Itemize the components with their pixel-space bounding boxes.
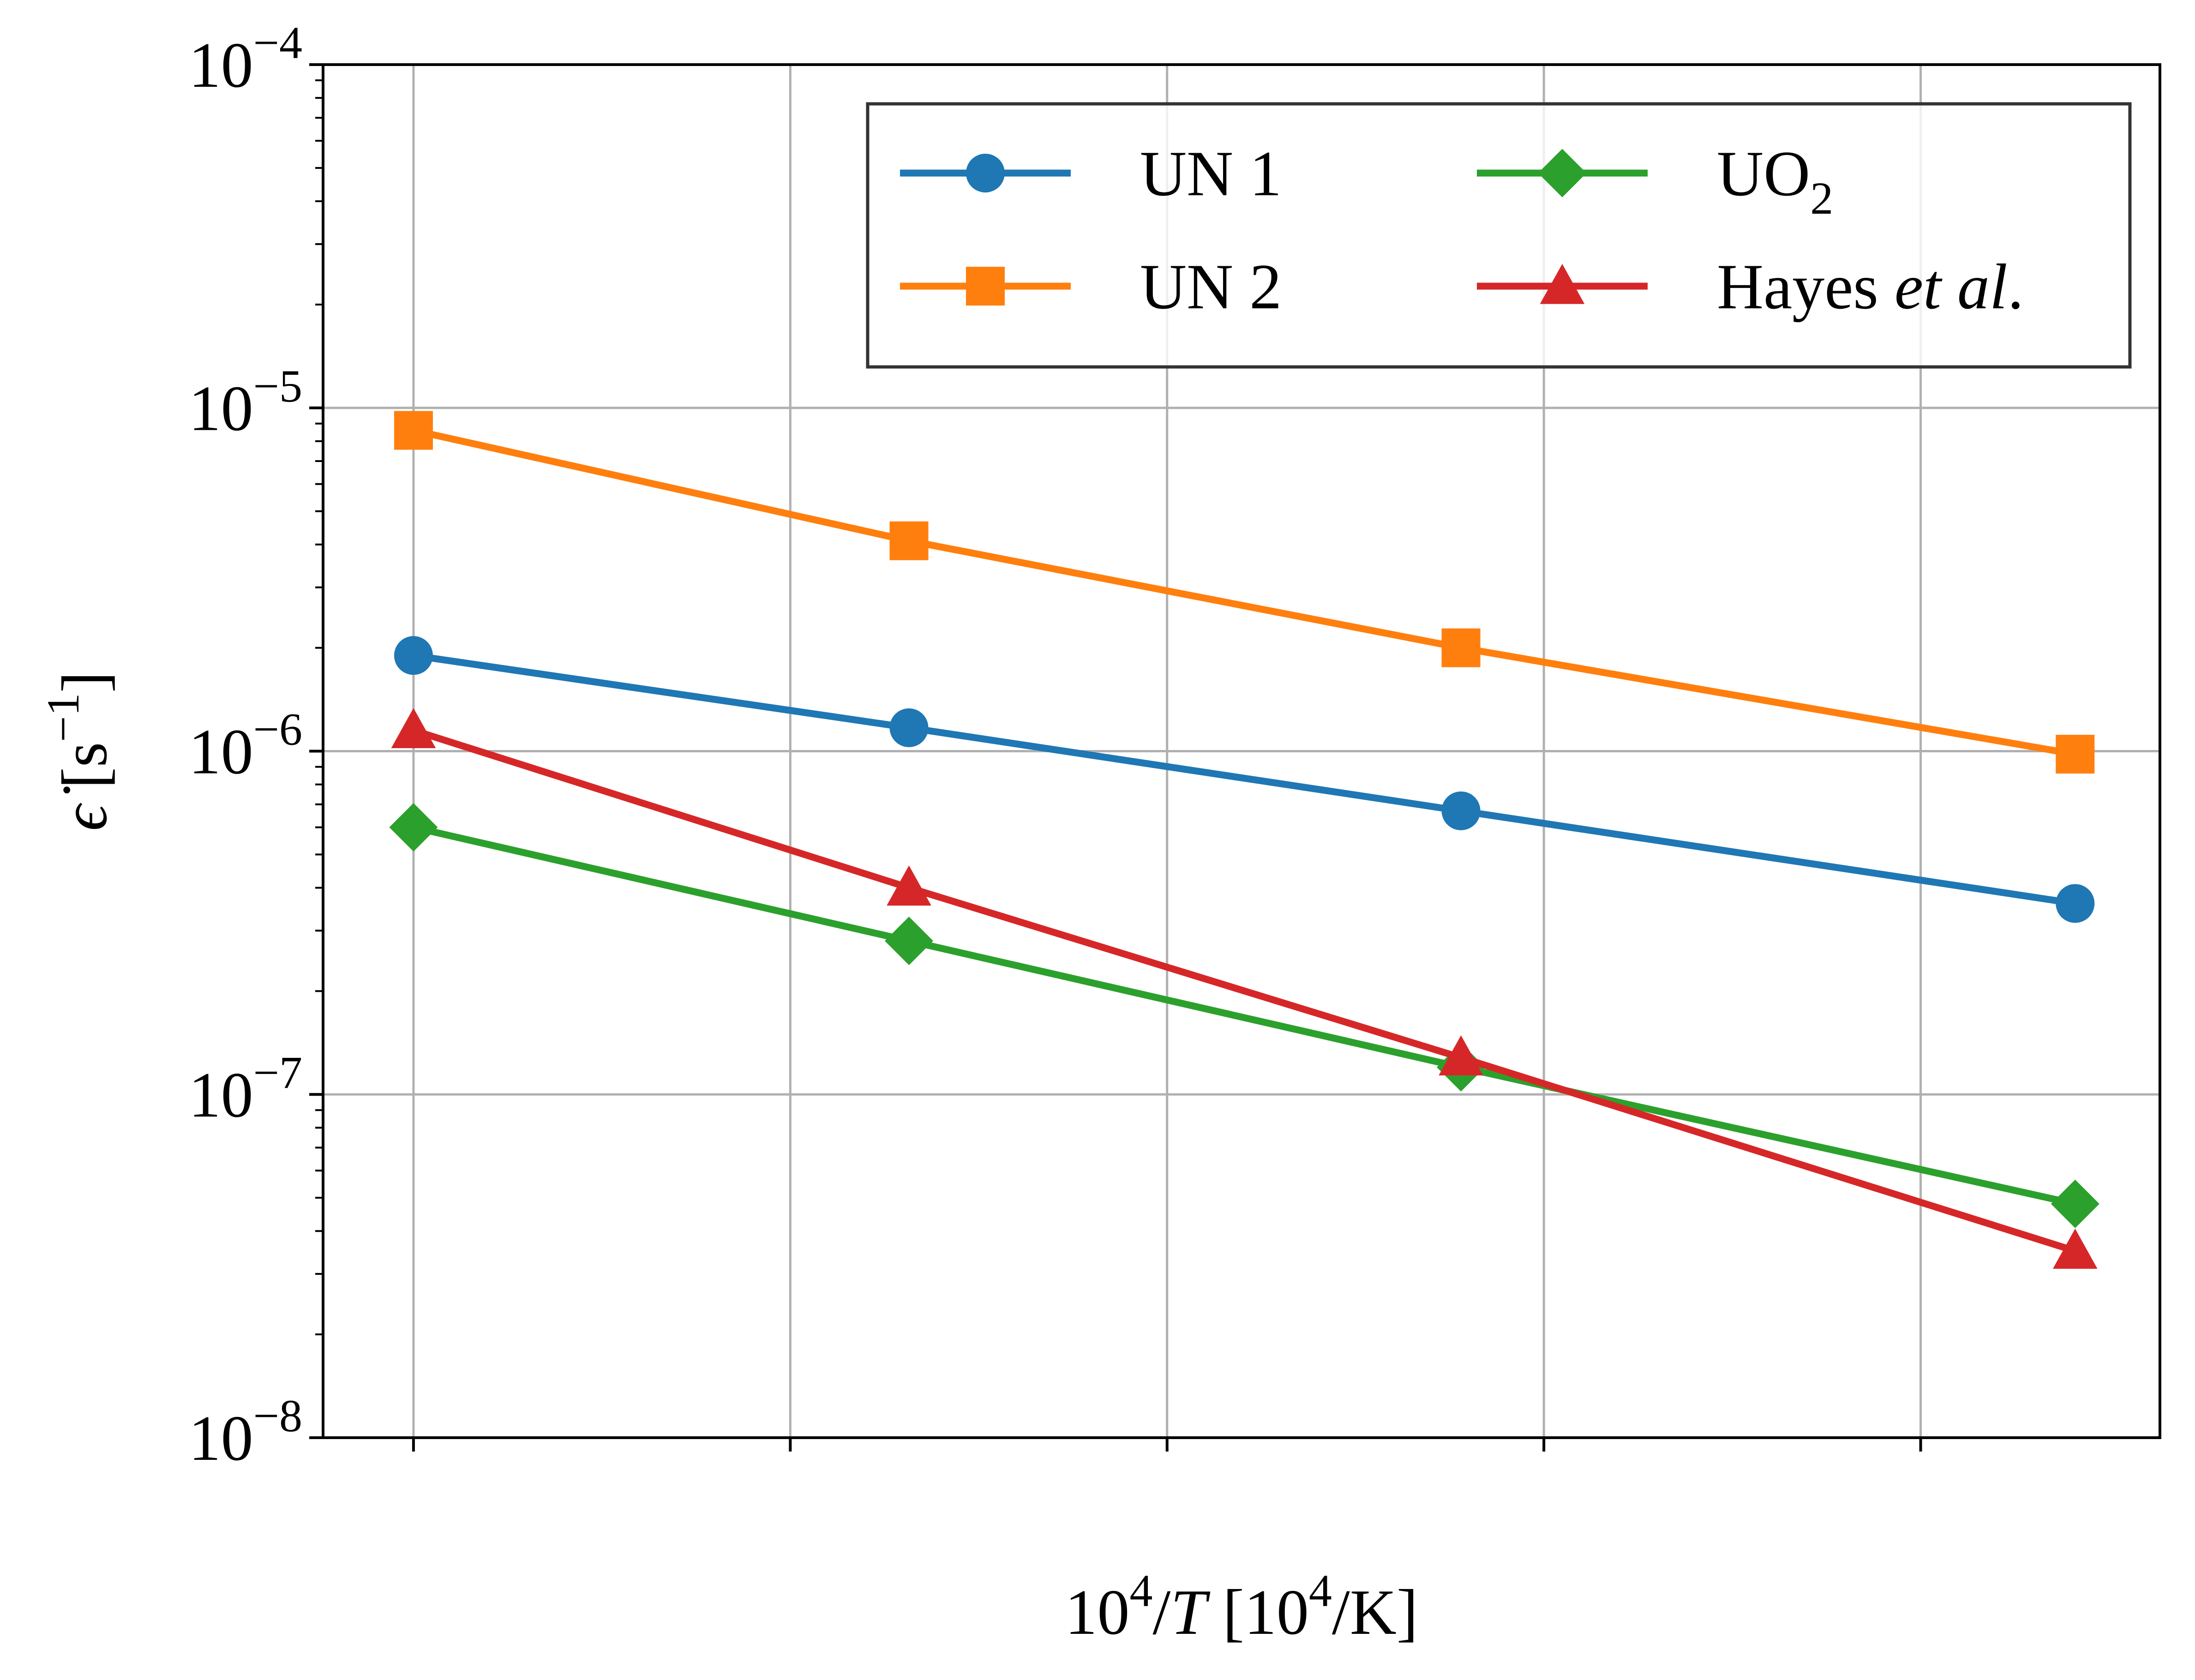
data-point <box>394 636 433 675</box>
y-label-unit-exponent: −1 <box>37 693 89 742</box>
legend-label: Hayes et al. <box>1717 251 2024 323</box>
legend-label: UO2 <box>1717 138 1833 224</box>
series-line <box>413 652 2076 907</box>
data-point <box>391 708 436 748</box>
y-tick-exponent: −6 <box>253 704 302 755</box>
y-tick-label: 10−4 <box>189 17 302 101</box>
x-label-unit-end: /K] <box>1332 1577 1418 1648</box>
legend-marker <box>966 267 1005 306</box>
x-label-exponent: 4 <box>1129 1565 1152 1616</box>
y-tick-base: 10 <box>189 30 253 101</box>
x-label-slash: / <box>1152 1577 1170 1648</box>
legend-box <box>866 102 2132 369</box>
legend-label-part: . <box>2008 251 2024 323</box>
data-point <box>2053 1229 2098 1269</box>
legend-marker <box>1538 149 1587 198</box>
series-layer <box>389 411 2099 1269</box>
y-tick-base: 10 <box>189 1059 253 1131</box>
x-label-unit-exponent: 4 <box>1309 1565 1332 1616</box>
y-tick-exponent: −8 <box>253 1390 302 1441</box>
data-point <box>1439 1035 1483 1076</box>
y-tick-label: 10−6 <box>189 704 302 788</box>
y-axis-label: ϵ̇ [s−1] <box>37 672 120 831</box>
y-tick-base: 10 <box>189 373 253 444</box>
series-diamond <box>389 803 2099 1228</box>
legend-entry: UO2 <box>1477 138 1833 224</box>
data-point <box>887 865 931 906</box>
data-point <box>885 917 934 966</box>
legend-label-part: UN 2 <box>1140 251 1282 323</box>
x-axis-label: 104/T [104/K] <box>1065 1565 1418 1648</box>
data-point <box>1441 791 1481 830</box>
y-tick-exponent: −4 <box>253 17 302 68</box>
legend-label: UN 2 <box>1140 251 1282 323</box>
legend-entry: UN 2 <box>900 251 1282 323</box>
data-point <box>2051 1179 2099 1228</box>
y-label-unit-start: [s <box>49 742 120 805</box>
x-label-variable: T <box>1170 1577 1211 1648</box>
data-point <box>889 521 929 560</box>
legend-label-part: 2 <box>1810 173 1833 224</box>
series-line <box>413 427 2076 758</box>
y-tick-label: 10−7 <box>189 1047 302 1131</box>
y-tick-label: 10−8 <box>189 1390 302 1474</box>
series-line <box>412 727 2076 1254</box>
x-label-base: 10 <box>1065 1577 1129 1648</box>
y-tick-exponent: −5 <box>253 360 302 412</box>
data-point <box>394 411 433 450</box>
legend-label-part: UN 1 <box>1140 138 1282 210</box>
data-point <box>2056 884 2095 923</box>
series-line <box>413 824 2076 1207</box>
legend-marker <box>1540 264 1585 304</box>
series-square <box>394 411 2095 774</box>
data-point <box>389 803 438 852</box>
legend-label-part: et al <box>1895 251 2008 323</box>
data-point <box>889 708 929 747</box>
series-circle <box>394 636 2095 923</box>
legend-label-part: Hayes <box>1717 251 1895 323</box>
x-label-unit-start: [10 <box>1206 1577 1309 1648</box>
legend-marker <box>966 154 1005 192</box>
y-tick-base: 10 <box>189 716 253 788</box>
y-tick-label: 10−5 <box>189 360 302 444</box>
legend-entry: Hayes et al. <box>1477 251 2024 323</box>
series-triangle <box>391 708 2098 1269</box>
y-tick-exponent: −7 <box>253 1047 302 1098</box>
ticks: 10−810−710−610−510−4 <box>189 17 1922 1474</box>
legend-label-part: UO <box>1717 138 1810 210</box>
y-label-unit-end: ] <box>49 672 120 693</box>
y-tick-base: 10 <box>189 1403 253 1474</box>
legend-label: UN 1 <box>1140 138 1282 210</box>
legend: UN 1 UN 2 UO2 Hayes et al. <box>866 102 2132 369</box>
data-point <box>1441 628 1481 667</box>
data-point <box>2056 735 2095 774</box>
legend-entry: UN 1 <box>900 138 1282 210</box>
axis-labels: 104/T [104/K]ϵ̇ [s−1] <box>37 672 1418 1648</box>
